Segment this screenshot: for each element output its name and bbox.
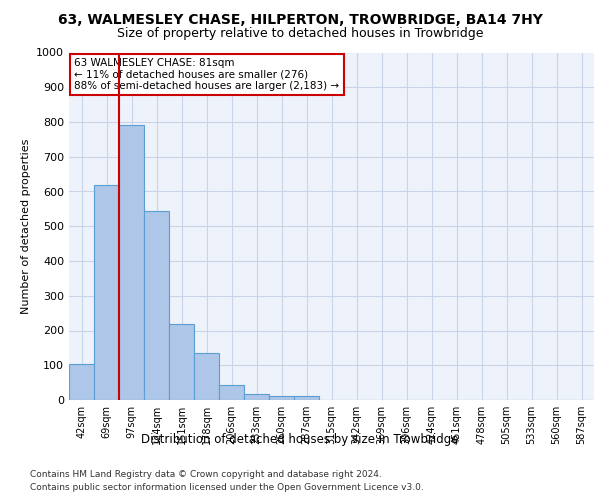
Text: Distribution of detached houses by size in Trowbridge: Distribution of detached houses by size … xyxy=(141,432,459,446)
Bar xyxy=(69,364,94,400)
Bar xyxy=(269,396,294,400)
Text: Contains HM Land Registry data © Crown copyright and database right 2024.: Contains HM Land Registry data © Crown c… xyxy=(30,470,382,479)
Text: Contains public sector information licensed under the Open Government Licence v3: Contains public sector information licen… xyxy=(30,482,424,492)
Text: Size of property relative to detached houses in Trowbridge: Size of property relative to detached ho… xyxy=(117,28,483,40)
Bar xyxy=(294,396,319,400)
Bar xyxy=(119,126,144,400)
Bar xyxy=(244,394,269,400)
Bar xyxy=(144,210,169,400)
Bar xyxy=(194,353,219,400)
Bar xyxy=(169,324,194,400)
Text: 63 WALMESLEY CHASE: 81sqm
← 11% of detached houses are smaller (276)
88% of semi: 63 WALMESLEY CHASE: 81sqm ← 11% of detac… xyxy=(74,58,340,91)
Y-axis label: Number of detached properties: Number of detached properties xyxy=(20,138,31,314)
Bar xyxy=(94,184,119,400)
Bar xyxy=(219,386,244,400)
Text: 63, WALMESLEY CHASE, HILPERTON, TROWBRIDGE, BA14 7HY: 63, WALMESLEY CHASE, HILPERTON, TROWBRID… xyxy=(58,12,542,26)
